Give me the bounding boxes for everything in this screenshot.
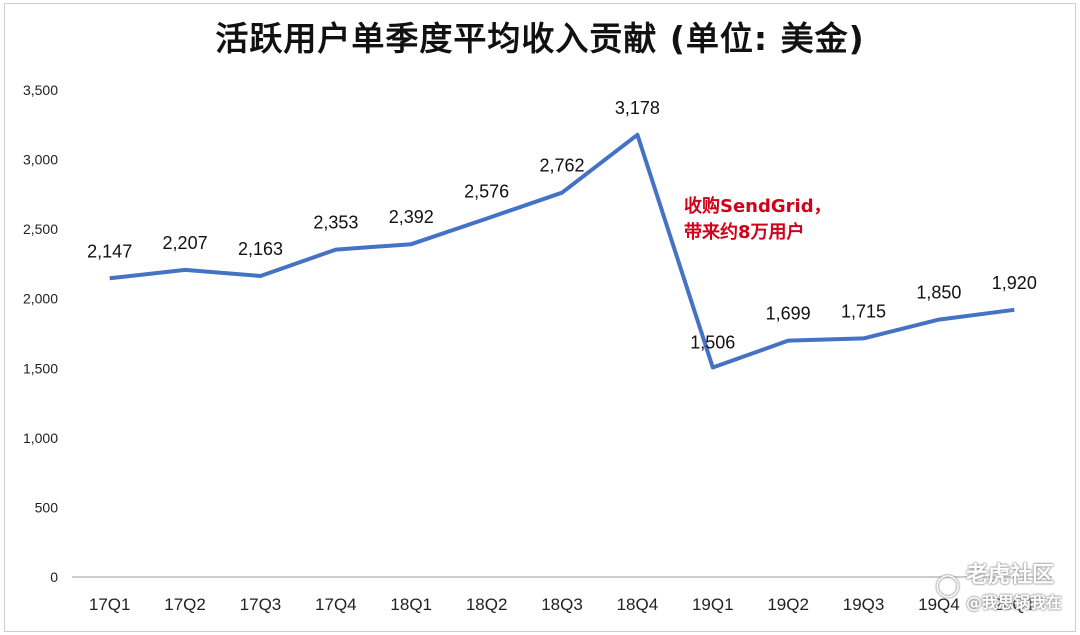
wechat-icon: ◯ [935, 572, 960, 598]
watermark-line-1: 老虎社区 [965, 563, 1054, 588]
data-label: 2,762 [539, 156, 584, 176]
y-tick-label: 0 [50, 569, 58, 585]
y-tick-label: 3,500 [23, 82, 58, 98]
watermark: ◯ 老虎社区 @我思锅我在 [935, 557, 1062, 613]
x-tick-label: 19Q4 [918, 595, 960, 614]
chart-frame [4, 3, 1076, 632]
data-label: 1,506 [690, 332, 735, 352]
x-tick-label: 20Q1 [994, 595, 1036, 614]
data-label: 2,353 [313, 213, 358, 233]
data-label: 1,715 [841, 301, 886, 321]
x-tick-label: 17Q1 [89, 595, 131, 614]
y-tick-label: 2,500 [23, 221, 58, 237]
x-tick-label: 18Q2 [466, 595, 508, 614]
x-tick-label: 18Q1 [390, 595, 432, 614]
x-tick-label: 19Q1 [692, 595, 734, 614]
data-label: 3,178 [615, 98, 660, 118]
data-label: 1,850 [916, 283, 961, 303]
x-tick-label: 17Q4 [315, 595, 357, 614]
data-label: 2,392 [389, 207, 434, 227]
data-label: 1,699 [766, 304, 811, 324]
series-line [109, 132, 1015, 370]
annotation-line-1: 收购SendGrid， [684, 196, 832, 217]
x-tick-label: 19Q2 [767, 595, 809, 614]
annotation-line-2: 带来约8万用户 [684, 222, 805, 243]
data-labels: 2,147 2,207 2,163 2,353 2,392 2,576 2,762 3,178… [87, 98, 1037, 353]
data-label: 2,207 [163, 233, 208, 253]
y-tick-label: 500 [35, 499, 59, 515]
data-label: 2,576 [464, 182, 509, 202]
y-tick-label: 1,000 [23, 430, 58, 446]
data-label: 2,147 [87, 241, 132, 261]
y-tick-label: 2,000 [23, 291, 58, 307]
data-label: 1,920 [992, 273, 1037, 293]
x-axis-ticks: 17Q1 17Q2 17Q3 17Q4 18Q1 18Q2 18Q3 18Q4 19Q1 19Q2… [89, 595, 1035, 614]
x-tick-label: 17Q3 [240, 595, 282, 614]
y-tick-label: 1,500 [23, 360, 58, 376]
x-tick-label: 18Q4 [617, 595, 659, 614]
acquisition-annotation: 收购SendGrid， 带来约8万用户 [684, 194, 832, 246]
x-tick-label: 19Q3 [843, 595, 885, 614]
y-tick-label: 3,000 [23, 152, 58, 168]
watermark-line-2: @我思锅我在 [965, 593, 1062, 612]
y-axis-ticks: 0 500 1,000 1,500 2,000 2,500 3,000 3,500 [23, 82, 58, 585]
data-label: 2,163 [238, 239, 283, 259]
chart-title: 活跃用户单季度平均收入贡献 (单位: 美金) [215, 19, 865, 58]
x-tick-label: 17Q2 [164, 595, 206, 614]
x-tick-label: 18Q3 [541, 595, 583, 614]
